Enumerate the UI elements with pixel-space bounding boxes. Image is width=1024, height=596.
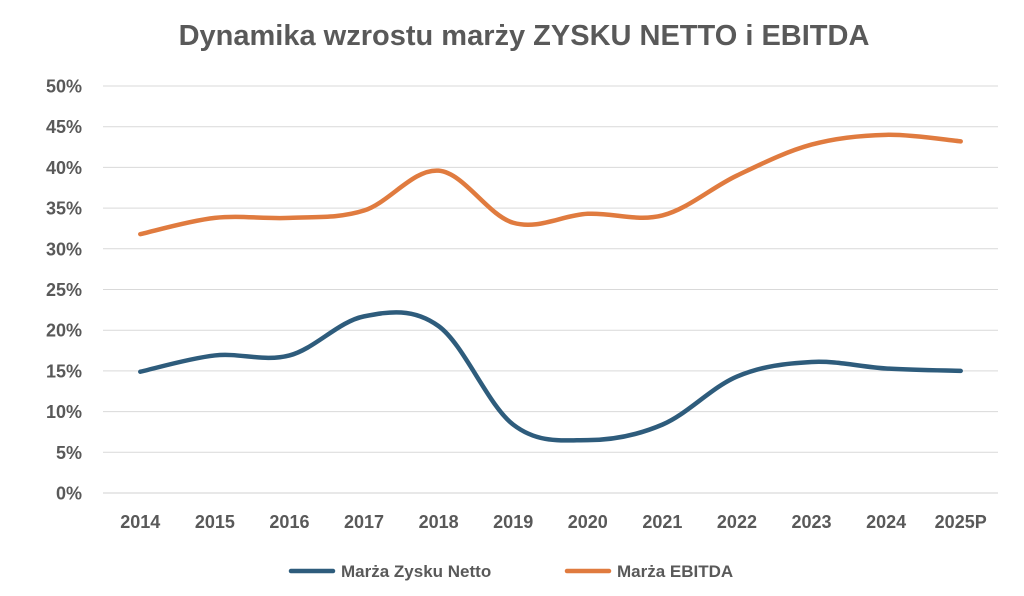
x-axis-ticks: 2014 2015 2016 2017 2018 2019 2020 2021 2022 2023… [120, 512, 986, 532]
y-axis-ticks: 0% 5% 10% 15% 20% 25% 30% 35% 40% 45% 50% [46, 77, 82, 504]
x-tick-label: 2024 [866, 512, 906, 532]
y-tick-label: 50% [46, 77, 82, 97]
series-line-marza-zysku-netto [138, 310, 963, 443]
y-tick-label: 10% [46, 402, 82, 422]
x-tick-label: 2025P [935, 512, 987, 532]
y-tick-label: 30% [46, 239, 82, 259]
x-tick-label: 2021 [642, 512, 682, 532]
y-tick-label: 15% [46, 361, 82, 381]
series-line-marza-ebitda [138, 132, 963, 237]
y-tick-label: 45% [46, 117, 82, 137]
x-tick-label: 2023 [792, 512, 832, 532]
y-tick-label: 25% [46, 280, 82, 300]
y-tick-label: 35% [46, 199, 82, 219]
legend-label: Marża Zysku Netto [341, 562, 491, 581]
x-tick-label: 2020 [568, 512, 608, 532]
series-lines [138, 132, 963, 443]
gridlines [103, 85, 998, 494]
legend: Marża Zysku Netto Marża EBITDA [288, 562, 733, 581]
x-tick-label: 2022 [717, 512, 757, 532]
x-tick-label: 2016 [269, 512, 309, 532]
legend-label: Marża EBITDA [617, 562, 733, 581]
chart-title: Dynamika wzrostu marży ZYSKU NETTO i EBI… [179, 20, 870, 52]
x-tick-label: 2018 [419, 512, 459, 532]
y-tick-label: 20% [46, 321, 82, 341]
x-tick-label: 2015 [195, 512, 235, 532]
x-tick-label: 2019 [493, 512, 533, 532]
y-tick-label: 0% [56, 484, 82, 504]
x-tick-label: 2017 [344, 512, 384, 532]
y-tick-label: 40% [46, 158, 82, 178]
x-tick-label: 2014 [120, 512, 160, 532]
y-tick-label: 5% [56, 443, 82, 463]
